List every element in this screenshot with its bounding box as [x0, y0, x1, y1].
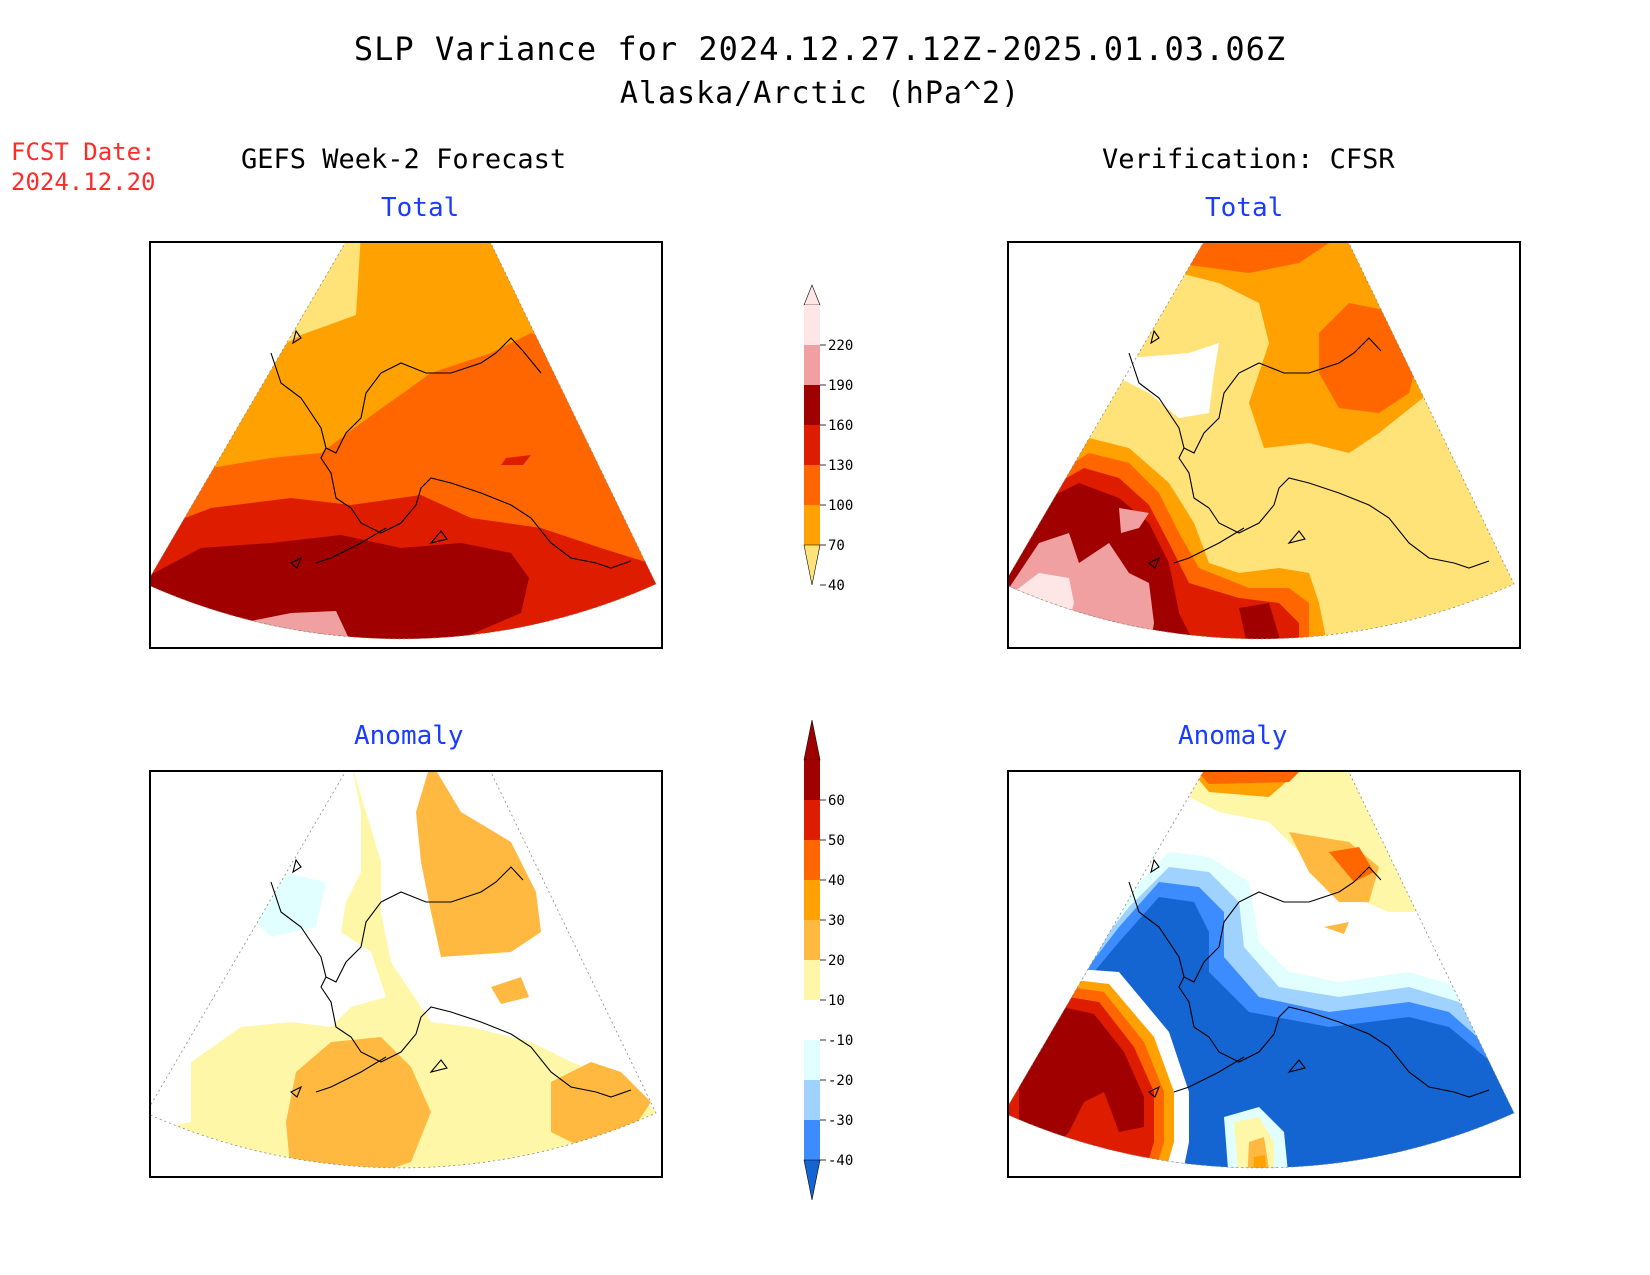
main-subtitle: Alaska/Arctic (hPa^2) [619, 76, 1021, 111]
colorbar-total-tick-label: 100 [828, 498, 853, 514]
colorbar-total-segment [804, 385, 820, 425]
colorbar-total-tick-label: 190 [828, 378, 853, 394]
map-cfsr-anomaly-coastline [1128, 858, 1490, 1098]
bottom-right-panel-title: Anomaly [1178, 721, 1288, 751]
colorbar-anomaly-tick-label: 20 [828, 953, 845, 969]
colorbar-anomaly-tick-label: 50 [828, 833, 845, 849]
map-cfsr-total-coastline [1128, 329, 1490, 569]
colorbar-anomaly-tick-label: 10 [828, 993, 845, 1009]
colorbar-anomaly-segment [804, 1000, 820, 1040]
top-right-panel-title: Total [1205, 193, 1284, 223]
colorbar-anomaly-bottom-arrow [803, 1159, 821, 1201]
colorbar-total-segment [804, 425, 820, 465]
colorbar-anomaly-segment [804, 760, 820, 800]
colorbar-anomaly-tick-label: -30 [828, 1113, 853, 1129]
map-gefs-anomaly-coastline [270, 858, 632, 1098]
colorbar-total-segment [804, 505, 820, 545]
map-gefs-anomaly [149, 770, 663, 1178]
colorbar-anomaly-segment [804, 840, 820, 880]
colorbar-anomaly-top-arrow [803, 719, 821, 761]
colorbar-anomaly-segment [804, 920, 820, 960]
colorbar-anomaly-tick-label: -40 [828, 1153, 853, 1169]
colorbar-anomaly-tick-label: 40 [828, 873, 845, 889]
colorbar-anomaly: 60 50 40 30 20 10 -10 -20 -30 -40 [803, 719, 853, 1201]
colorbar-anomaly-segment [804, 1040, 820, 1080]
colorbar-total: 220 190 160 130 100 70 40 [803, 284, 853, 594]
colorbar-anomaly-segment [804, 1080, 820, 1120]
forecast-date-value: 2024.12.20 [11, 168, 156, 196]
colorbar-total-tick-label: 220 [828, 338, 853, 354]
colorbar-total-tick-label: 130 [828, 458, 853, 474]
colorbar-total-tick-label: 70 [828, 538, 845, 554]
colorbar-total-segment [804, 345, 820, 385]
map-gefs-total [149, 241, 663, 649]
colorbar-anomaly-segment [804, 960, 820, 1000]
main-title: SLP Variance for 2024.12.27.12Z-2025.01.… [353, 30, 1287, 68]
map-gefs-total-coastline [270, 329, 632, 569]
map-cfsr-total [1007, 241, 1521, 649]
colorbar-total-segment [804, 305, 820, 345]
left-column-title: GEFS Week-2 Forecast [241, 144, 567, 175]
colorbar-total-tick-label: 160 [828, 418, 853, 434]
colorbar-anomaly-tick-label: 30 [828, 913, 845, 929]
colorbar-anomaly-segment [804, 880, 820, 920]
colorbar-total-bottom-arrow [803, 544, 821, 586]
right-column-title: Verification: CFSR [1102, 144, 1395, 175]
top-left-panel-title: Total [381, 193, 460, 223]
colorbar-anomaly-tick-label: -10 [828, 1033, 853, 1049]
colorbar-total-tick-label: 40 [828, 578, 845, 594]
colorbar-total-top-arrow [803, 284, 821, 306]
colorbar-anomaly-segment [804, 1120, 820, 1160]
colorbar-anomaly-tick-label: -20 [828, 1073, 853, 1089]
forecast-date-label: FCST Date: [11, 138, 156, 166]
colorbar-anomaly-tick-label: 60 [828, 793, 845, 809]
colorbar-anomaly-segment [804, 800, 820, 840]
bottom-left-panel-title: Anomaly [354, 721, 464, 751]
map-cfsr-anomaly [1007, 770, 1521, 1178]
colorbar-total-segment [804, 465, 820, 505]
